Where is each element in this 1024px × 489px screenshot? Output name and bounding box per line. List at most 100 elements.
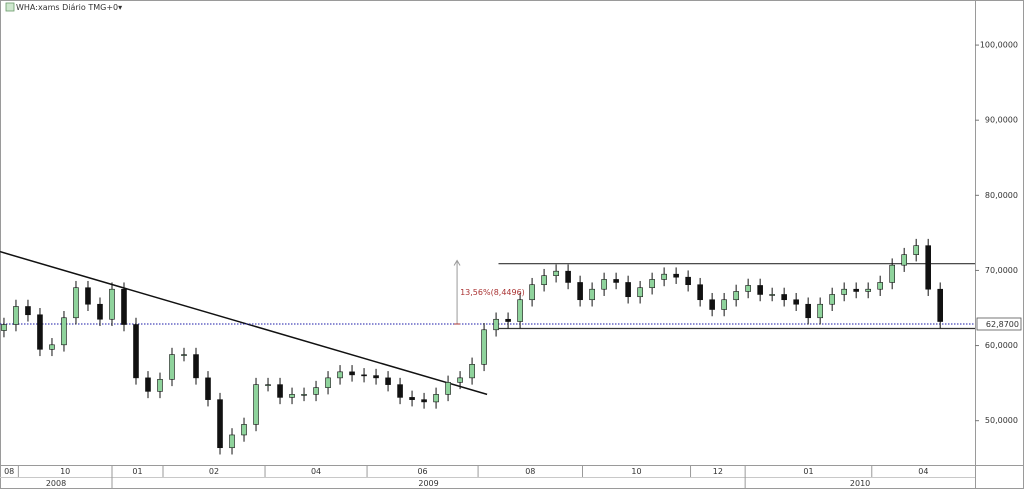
- candle-body: [73, 287, 79, 319]
- candle-body: [205, 377, 211, 400]
- candle-body: [673, 273, 679, 278]
- y-tick-label: 100,0000: [980, 41, 1018, 50]
- candle-body: [49, 344, 55, 350]
- candle-body: [169, 354, 175, 380]
- candle-body: [265, 384, 271, 386]
- candle-body: [253, 384, 259, 425]
- candle-body: [409, 397, 415, 400]
- candle-body: [709, 299, 715, 310]
- candle-body: [613, 279, 619, 283]
- candle-body: [229, 434, 235, 449]
- candle-body: [553, 270, 559, 276]
- y-tick-label: 50,0000: [985, 416, 1018, 425]
- candle-body: [325, 377, 331, 388]
- candle-body: [25, 306, 31, 316]
- x-tick-label: 2008: [46, 479, 66, 488]
- candle-body: [541, 275, 547, 286]
- candle-body: [85, 287, 91, 305]
- candle-body: [145, 377, 151, 392]
- candle-body: [421, 399, 427, 403]
- candle-body: [181, 354, 187, 356]
- candle-body: [697, 284, 703, 301]
- candle-body: [1, 324, 7, 331]
- chart-title[interactable]: WHA:xams Diário TMG+0▾: [16, 3, 122, 12]
- candle-body: [829, 294, 835, 305]
- candle-body: [865, 288, 871, 292]
- y-tick-label: 60,0000: [985, 341, 1018, 350]
- candle-body: [685, 276, 691, 286]
- candle-body: [913, 245, 919, 255]
- candle-body: [97, 303, 103, 320]
- candle-body: [721, 299, 727, 310]
- trendline: [0, 250, 488, 396]
- candle-body: [121, 288, 127, 325]
- candle-body: [301, 394, 307, 396]
- candle-body: [589, 288, 595, 301]
- candle-body: [481, 329, 487, 365]
- candle-body: [505, 318, 511, 322]
- x-axis: 08 10 01 02 04 06 08 10 12 01 04 2008 2009 2010: [4, 465, 928, 489]
- candle-body: [745, 285, 751, 292]
- y-tick-label: 90,0000: [985, 116, 1018, 125]
- x-tick-label: 2010: [850, 479, 870, 488]
- y-tick-label: 70,0000: [985, 266, 1018, 275]
- candle-body: [217, 399, 223, 449]
- x-tick-label: 01: [132, 467, 142, 476]
- candle-body: [361, 374, 367, 377]
- x-tick-label: 06: [417, 467, 427, 476]
- x-tick-label: 04: [311, 467, 321, 476]
- x-tick-label: 08: [4, 467, 14, 476]
- candle-body: [13, 306, 19, 325]
- candle-body: [469, 364, 475, 379]
- candle-body: [577, 282, 583, 301]
- candle-body: [937, 288, 943, 322]
- candle-body: [565, 270, 571, 283]
- y-tick-label: 80,0000: [985, 191, 1018, 200]
- x-tick-label: 08: [525, 467, 535, 476]
- candle-body: [637, 287, 643, 298]
- measure-label: 13,56%(8,4496): [460, 288, 525, 297]
- candle-body: [757, 285, 763, 295]
- candle-body: [517, 299, 523, 322]
- candle-body: [805, 303, 811, 319]
- candle-body: [649, 279, 655, 289]
- candle-body: [817, 303, 823, 319]
- x-tick-label: 10: [60, 467, 70, 476]
- candle-body: [109, 288, 115, 320]
- candle-body: [241, 424, 247, 436]
- candle-body: [661, 273, 667, 280]
- x-tick-label: 2009: [418, 479, 438, 488]
- candle-body: [601, 279, 607, 290]
- x-tick-label: 01: [803, 467, 813, 476]
- candle-body: [769, 294, 775, 296]
- candle-body: [133, 324, 139, 379]
- candle-body: [781, 294, 787, 301]
- candle-body: [289, 394, 295, 398]
- candle-body: [313, 387, 319, 395]
- candle-body: [841, 288, 847, 295]
- x-tick-label: 02: [209, 467, 219, 476]
- candle-body: [901, 254, 907, 266]
- x-tick-label: 10: [631, 467, 641, 476]
- candle-body: [457, 377, 463, 383]
- candle-body: [61, 317, 67, 346]
- candle-body: [493, 318, 499, 331]
- candle-body: [157, 379, 163, 392]
- candle-body: [925, 245, 931, 290]
- candle-body: [337, 371, 343, 379]
- candle-body: [433, 394, 439, 403]
- candle-body: [733, 291, 739, 301]
- plot-area: 13,56%(8,4496): [0, 238, 975, 455]
- candle-body: [793, 299, 799, 305]
- last-price-label: 62,8700: [986, 320, 1019, 329]
- candle-body: [445, 382, 451, 395]
- candle-body: [193, 354, 199, 379]
- symbol-icon[interactable]: [5, 2, 15, 12]
- candle-body: [889, 264, 895, 283]
- last-price-badge: [976, 317, 1022, 331]
- candle-body: [277, 384, 283, 398]
- candle-body: [373, 375, 379, 379]
- candle-body: [529, 284, 535, 301]
